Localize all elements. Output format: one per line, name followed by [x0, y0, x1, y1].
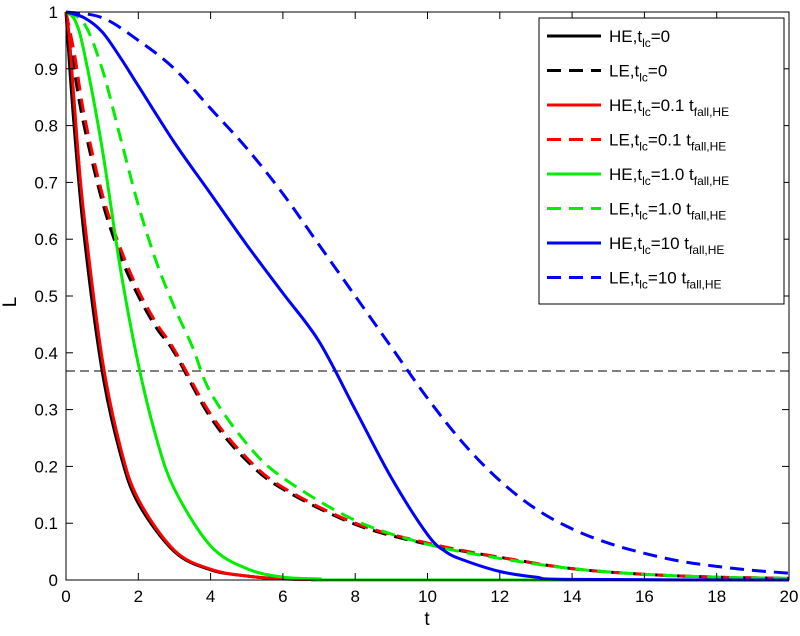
legend-label-5: LE,tlc=1.0 tfall,HE: [609, 200, 726, 223]
x-tick-label: 8: [350, 587, 359, 606]
y-tick-label: 0.1: [34, 514, 58, 533]
y-tick-label: 0.7: [34, 173, 58, 192]
x-tick-label: 2: [134, 587, 143, 606]
legend-label-1: LE,tlc=0: [609, 62, 667, 85]
x-tick-label: 14: [563, 587, 582, 606]
x-tick-label: 10: [418, 587, 437, 606]
series-line-3: [64, 11, 790, 580]
x-tick-label: 4: [206, 587, 215, 606]
x-tick-label: 20: [780, 587, 799, 606]
y-tick-label: 0.9: [34, 60, 58, 79]
y-tick-label: 0.5: [34, 287, 58, 306]
y-axis-label: L: [0, 297, 21, 308]
legend: HE,tlc=0 LE,tlc=0 HE,tlc=0.1 tfall,HE LE,tl…: [538, 17, 785, 305]
legend-label-2: HE,tlc=0.1 tfall,HE: [609, 96, 729, 119]
legend-label-6: HE,tlc=10 tfall,HE: [609, 234, 724, 257]
y-tick-label: 0.2: [34, 457, 58, 476]
x-tick-label: 18: [707, 587, 726, 606]
series-line-5: [65, 10, 790, 580]
y-tick-label: 0: [49, 571, 58, 590]
tick-layer: 0 2 4 6 8 10 12 14 16 18 20 0 0.1 0.2 0.3 0.4 0.5 0.6 0.7 0…: [34, 3, 798, 606]
legend-label-0: HE,tlc=0: [609, 27, 670, 50]
x-tick-label: 16: [635, 587, 654, 606]
legend-label-3: LE,tlc=0.1 tfall,HE: [609, 131, 726, 154]
y-tick-label: 0.6: [34, 230, 58, 249]
series-line-1: [64, 11, 790, 580]
y-tick-label: 1: [49, 3, 58, 22]
series-line-6: [65, 10, 790, 582]
x-tick-label: 0: [61, 587, 70, 606]
x-tick-label: 6: [278, 587, 287, 606]
x-axis-label: t: [424, 609, 430, 630]
y-tick-label: 0.8: [34, 117, 58, 136]
legend-label-4: HE,tlc=1.0 tfall,HE: [609, 165, 729, 188]
legend-label-7: LE,tlc=10 tfall,HE: [609, 269, 722, 292]
y-tick-label: 0.4: [34, 344, 58, 363]
series-line-7: [65, 10, 790, 575]
x-tick-label: 12: [490, 587, 509, 606]
legend-box: [538, 17, 785, 305]
y-tick-label: 0.3: [34, 401, 58, 420]
